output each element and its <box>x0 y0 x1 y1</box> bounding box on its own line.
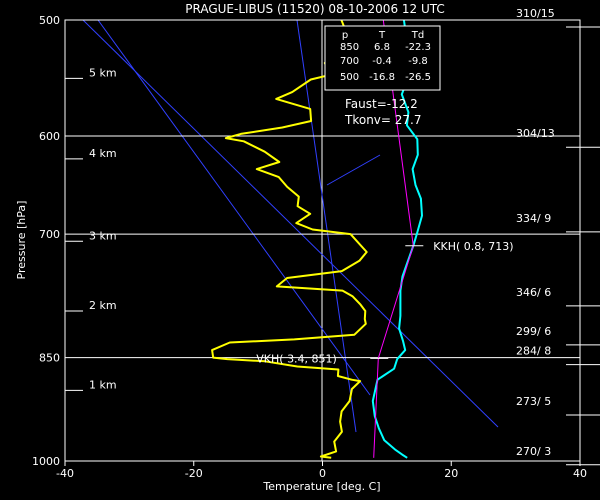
y-tick-label: 850 <box>39 352 60 365</box>
reference-line <box>326 154 381 186</box>
table-row-700-td: -9.8 <box>408 56 428 67</box>
height-label: 4 km <box>89 147 117 160</box>
table-header-td: Td <box>411 30 424 41</box>
x-axis-label: Temperature [deg. C] <box>262 480 380 493</box>
wind-label: 304/13 <box>516 127 555 140</box>
wind-label: 346/ 6 <box>516 286 551 299</box>
dewpoint-line <box>211 20 368 459</box>
y-tick-label: 600 <box>39 130 60 143</box>
table-row-850-t: 6.8 <box>374 42 390 53</box>
wind-labels: 310/15 304/13 334/ 9 346/ 6 299/ 6 284/ 8 273/… <box>516 7 600 466</box>
vkh-label: VKH( 3.4, 851) <box>256 352 337 365</box>
wind-label: 310/15 <box>516 7 555 20</box>
chart-title: PRAGUE-LIBUS (11520) 08-10-2006 12 UTC <box>185 2 445 16</box>
reference-line <box>97 20 371 396</box>
tkonv-index: Tkonv= 27.7 <box>344 113 422 127</box>
y-axis-ticks: 500 600 700 850 1000 <box>32 14 60 468</box>
height-label: 2 km <box>89 299 117 312</box>
x-tick-label: -20 <box>185 467 203 480</box>
level-annotations: KKH( 0.8, 713) VKH( 3.4, 851) <box>256 240 513 366</box>
x-tick-label: 40 <box>573 467 587 480</box>
table-row-700-t: -0.4 <box>372 56 392 67</box>
reference-line <box>82 20 499 428</box>
height-label: 5 km <box>89 66 117 79</box>
profile-series <box>211 20 423 459</box>
table-row-700-p: 700 <box>340 56 359 67</box>
table-row-500-p: 500 <box>340 72 359 83</box>
table-header-p: p <box>342 30 348 41</box>
y-axis-label: Pressure [hPa] <box>15 201 28 280</box>
table-row-500-t: -16.8 <box>369 72 395 83</box>
wind-label: 334/ 9 <box>516 212 551 225</box>
x-tick-label: 20 <box>444 467 458 480</box>
height-labels: 5 km 4 km 3 km 2 km 1 km <box>65 66 117 391</box>
values-table-frame <box>324 25 441 91</box>
table-row-500-td: -26.5 <box>405 72 431 83</box>
height-label: 3 km <box>89 229 117 242</box>
reference-line <box>296 20 357 433</box>
y-tick-label: 500 <box>39 14 60 27</box>
parcel-curve <box>373 20 414 458</box>
wind-label: 299/ 6 <box>516 325 551 338</box>
height-label: 1 km <box>89 378 117 391</box>
temperature-line <box>371 20 423 459</box>
faust-index: Faust=-12.2 <box>345 97 418 111</box>
kkh-label: KKH( 0.8, 713) <box>433 240 513 253</box>
wind-label: 273/ 5 <box>516 395 551 408</box>
x-tick-label: -40 <box>56 467 74 480</box>
wind-label: 270/ 3 <box>516 445 551 458</box>
reference-lines <box>82 20 499 461</box>
x-axis-ticks: -40 -20 0 20 40 <box>56 461 587 480</box>
table-row-850-p: 850 <box>340 42 359 53</box>
x-tick-label: 0 <box>319 467 326 480</box>
table-header-t: T <box>378 30 386 41</box>
values-table: p T Td 850 6.8 -22.3 700 -0.4 -9.8 500 -… <box>324 25 441 91</box>
wind-label: 284/ 8 <box>516 345 551 358</box>
y-tick-label: 700 <box>39 228 60 241</box>
y-tick-label: 1000 <box>32 455 60 468</box>
table-row-850-td: -22.3 <box>405 42 431 53</box>
